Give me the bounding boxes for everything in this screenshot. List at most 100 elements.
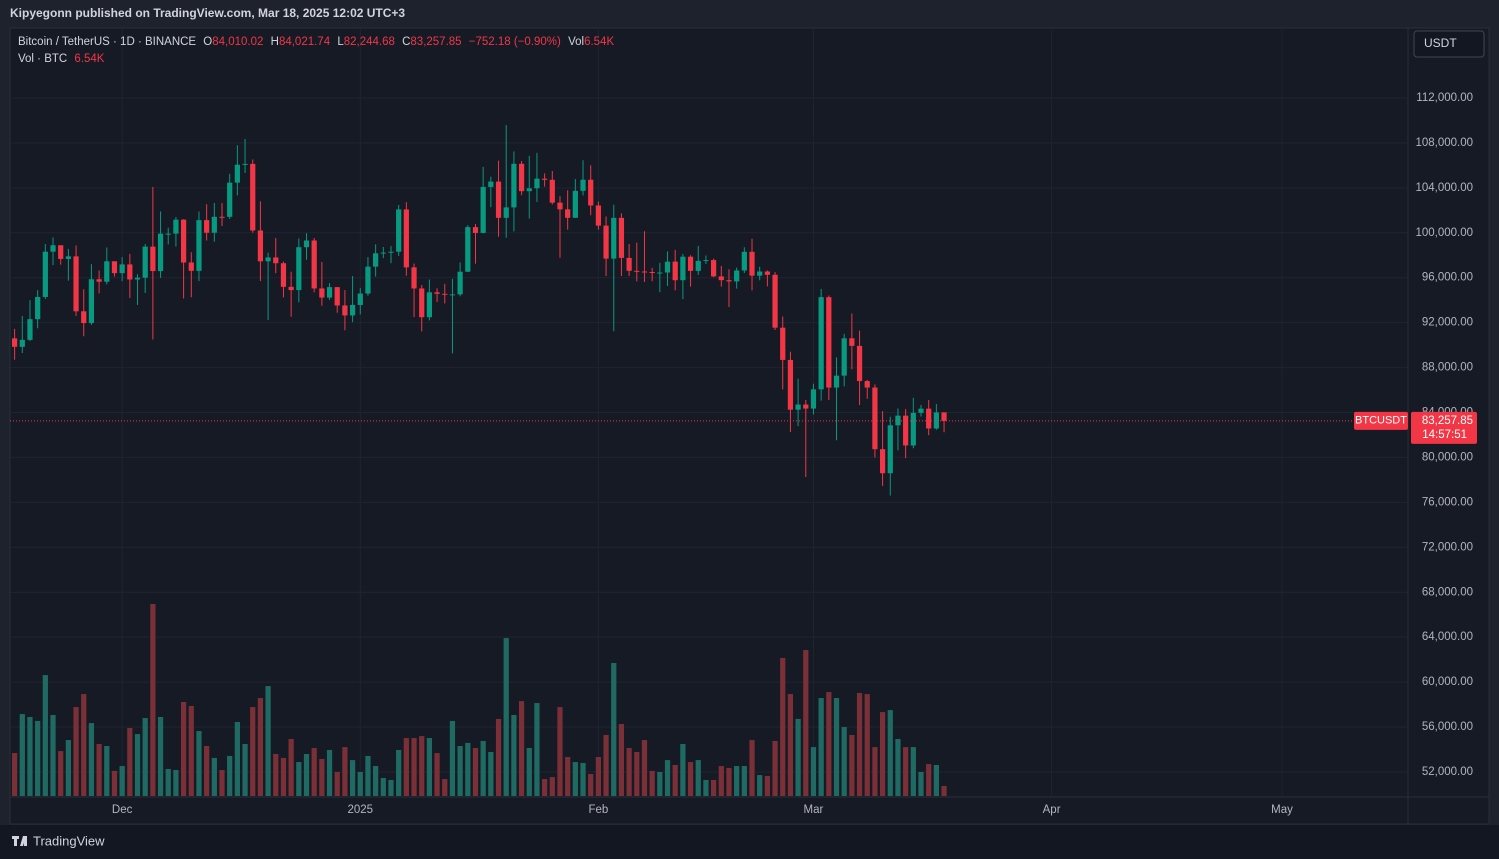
volume-bar [472, 748, 479, 796]
volume-bar [311, 748, 317, 796]
candle-body [780, 327, 786, 360]
candle-body [710, 260, 717, 277]
y-tick-label: 108,000.00 [1415, 137, 1473, 149]
volume-bar [342, 747, 348, 796]
volume-bar [680, 744, 686, 796]
volume-bar [173, 770, 179, 796]
candle-body [518, 163, 525, 192]
y-tick-label: 112,000.00 [1416, 92, 1473, 104]
candle-body [296, 247, 302, 291]
volume-bar [879, 712, 886, 796]
currency-button[interactable] [1413, 30, 1485, 58]
volume-bar [764, 775, 770, 796]
volume-bar [58, 751, 64, 796]
volume-bar [511, 714, 517, 796]
candle-body [219, 216, 225, 218]
change-value: −752.18 (−0.90%) [469, 36, 561, 48]
candle-body [572, 190, 578, 218]
volume-bar [196, 731, 202, 796]
volume-bar [288, 738, 294, 796]
volume-bar [588, 773, 594, 796]
volume-bar [349, 760, 356, 796]
candle-body [196, 220, 202, 271]
volume-label: Vol · BTC [18, 53, 67, 65]
candle-body [380, 252, 386, 254]
volume-bar [695, 760, 701, 796]
candle-body [319, 288, 325, 298]
candle-body [826, 297, 832, 388]
open-value: 84,010.02 [212, 36, 263, 48]
y-tick-label: 100,000.00 [1415, 227, 1473, 239]
candle-body [772, 274, 778, 328]
volume-bar [204, 746, 210, 796]
symbol: Bitcoin / TetherUS · 1D · BINANCE [18, 36, 196, 48]
y-tick-label: 96,000.00 [1422, 272, 1473, 284]
volume-bar [81, 694, 87, 796]
candle-body [542, 178, 548, 180]
y-tick-label: 52,000.00 [1422, 766, 1473, 778]
volume-legend: Vol · BTC 6.54K [18, 53, 105, 65]
volume-bar [749, 740, 755, 796]
candle-body [119, 264, 125, 274]
volume-bar [11, 753, 18, 796]
volume-bar [810, 747, 817, 796]
volume-bar [849, 735, 855, 796]
candle-body [903, 415, 909, 446]
volume-bar [503, 638, 509, 796]
candle-body [649, 272, 655, 274]
volume-bar [672, 764, 678, 796]
volume-bar [518, 701, 525, 796]
candle-body [27, 319, 33, 340]
volume-bar [373, 766, 379, 796]
volume-bar [419, 736, 425, 796]
candle-body [910, 412, 916, 446]
candle-body [595, 205, 602, 226]
candle-body [588, 179, 594, 206]
candle-body [188, 262, 194, 271]
volume-bar [649, 770, 655, 796]
close-label: C [402, 36, 410, 48]
candle-body [150, 246, 156, 272]
candle-body [81, 311, 87, 324]
volume-bar [557, 707, 563, 796]
currency-label[interactable]: USDT [1424, 36, 1457, 50]
chart-panel [9, 27, 1490, 825]
volume-bar [296, 762, 302, 796]
candle-body [726, 280, 732, 282]
volume-bar [273, 753, 279, 796]
volume-bar [611, 663, 617, 796]
candle-body [887, 425, 893, 474]
volume-bar [434, 753, 440, 796]
volume-bar [595, 757, 602, 796]
candle-body [19, 339, 25, 347]
candle-body [703, 260, 709, 262]
volume-bar [257, 698, 264, 796]
volume-bar [757, 775, 763, 796]
candle-body [11, 338, 18, 347]
volume-bar [634, 751, 640, 796]
volume-bar [449, 720, 456, 796]
x-tick-label: May [1271, 804, 1293, 816]
candle-body [680, 256, 686, 281]
volume-bar [127, 727, 133, 796]
candle-body [157, 233, 164, 272]
volume-bar [326, 749, 333, 796]
volume-bar [27, 716, 33, 796]
volume-bar [480, 740, 486, 796]
candle-body [349, 304, 356, 316]
high-label: H [271, 36, 279, 48]
candle-body [250, 163, 256, 231]
volume-bar [19, 714, 25, 796]
volume-bar [396, 749, 402, 796]
volume-bar [280, 757, 287, 796]
candle-body [864, 381, 870, 388]
candle-body [872, 387, 878, 450]
brand-name: TradingView [33, 833, 105, 848]
volume-bar [388, 779, 394, 796]
candle-body [457, 271, 463, 295]
volume-bar [104, 746, 110, 796]
volume-bar [795, 718, 801, 796]
volume-bar [96, 744, 102, 796]
candle-body [127, 264, 133, 280]
candle-body [65, 256, 71, 259]
